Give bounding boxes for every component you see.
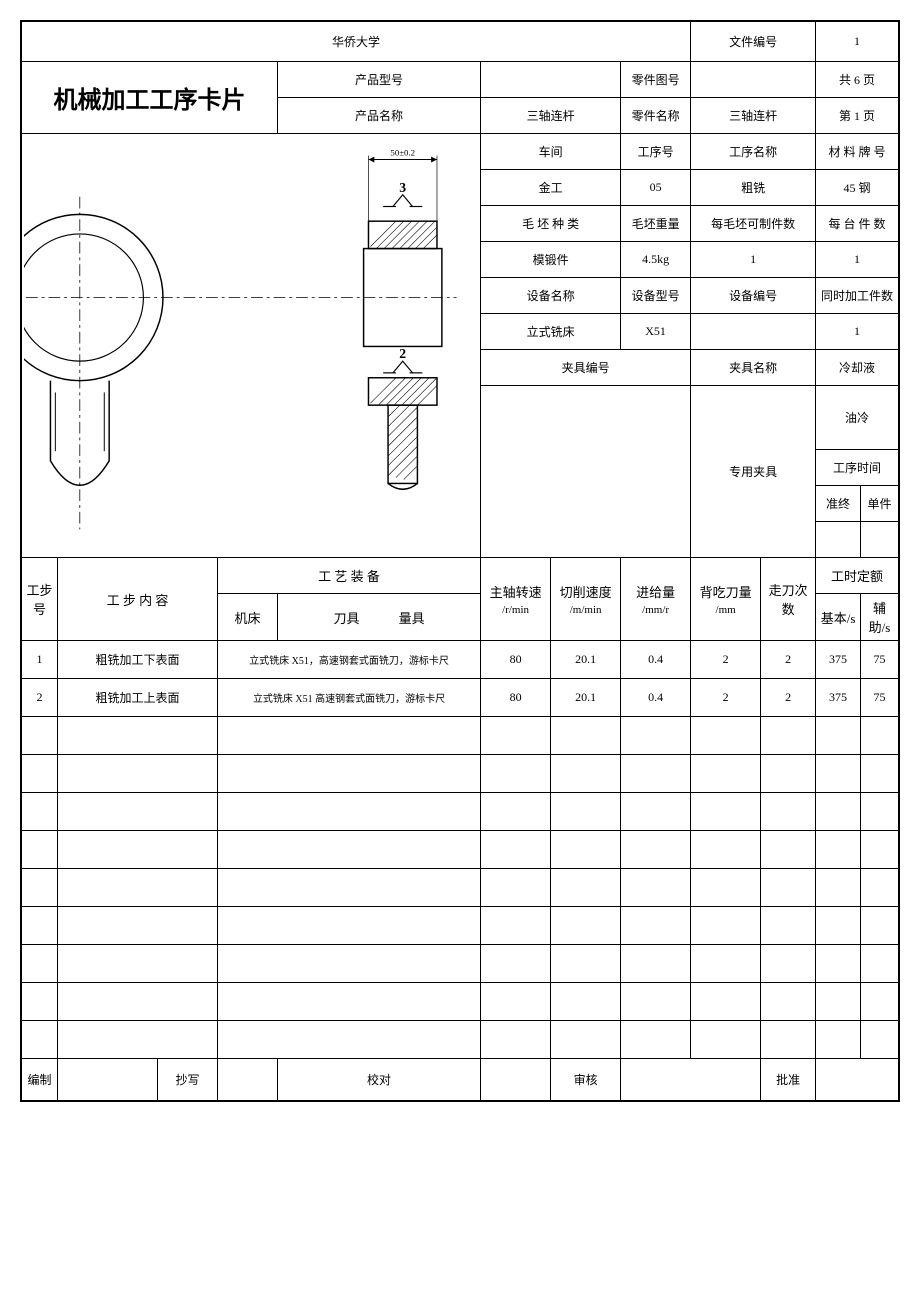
step-spindle: 80: [481, 641, 551, 679]
piece-count: 1: [816, 242, 899, 278]
process-card: 华侨大学 文件编号 1 机械加工工序卡片 产品型号 零件图号 共 6 页 产品名…: [20, 20, 900, 1102]
page-num: 第 1 页: [816, 98, 899, 134]
dimension-text: 50±0.2: [390, 148, 415, 158]
copy-label: 抄写: [158, 1059, 218, 1101]
process-equip-label: 工 艺 装 备: [218, 558, 481, 594]
step-feed: 0.4: [621, 679, 691, 717]
doc-num: 1: [816, 22, 899, 62]
machine-label: 机床: [218, 594, 278, 641]
step-feed: 0.4: [621, 641, 691, 679]
step-cutting: 20.1: [551, 679, 621, 717]
blank-type: 模锻件: [481, 242, 621, 278]
prep-label: 准终: [816, 486, 861, 522]
step-content-label: 工 步 内 容: [58, 558, 218, 641]
piece-count-label: 每 台 件 数: [816, 206, 899, 242]
review-value: [621, 1059, 761, 1101]
step-num: 1: [22, 641, 58, 679]
simul-count-label: 同时加工件数: [816, 278, 899, 314]
tool-gauge-label: 刀具 量具: [278, 594, 481, 641]
blank-count-label: 每毛坯可制件数: [691, 206, 816, 242]
step-content: 粗铣加工上表面: [58, 679, 218, 717]
step-num-label: 工步号: [22, 558, 58, 641]
step-equipment: 立式铣床 X51，高速钢套式面铣刀，游标卡尺: [218, 641, 481, 679]
coolant: 油冷: [816, 386, 899, 450]
simul-count: 1: [816, 314, 899, 350]
fixture-name-label: 夹具名称: [691, 350, 816, 386]
aux-label: 辅助/s: [861, 594, 899, 641]
proc-name-label: 工序名称: [691, 134, 816, 170]
drawing-svg: 50±0.2 3: [24, 138, 478, 549]
blank-type-label: 毛 坯 种 类: [481, 206, 621, 242]
step-aux: 75: [861, 679, 899, 717]
proc-name: 粗铣: [691, 170, 816, 206]
time-quota-label: 工时定额: [816, 558, 899, 594]
product-model: [481, 62, 621, 98]
unit-label: 单件: [861, 486, 899, 522]
passes-label: 走刀次数: [761, 558, 816, 641]
step-aux: 75: [861, 641, 899, 679]
product-model-label: 产品型号: [278, 62, 481, 98]
equip-name-label: 设备名称: [481, 278, 621, 314]
basic-label: 基本/s: [816, 594, 861, 641]
product-name-label: 产品名称: [278, 98, 481, 134]
workshop: 金工: [481, 170, 621, 206]
step-basic: 375: [816, 641, 861, 679]
spindle-header: 主轴转速/r/min: [481, 558, 551, 641]
blank-weight: 4.5kg: [621, 242, 691, 278]
check-label: 校对: [278, 1059, 481, 1101]
step-depth: 2: [691, 679, 761, 717]
compile-label: 编制: [22, 1059, 58, 1101]
step-passes: 2: [761, 641, 816, 679]
total-pages: 共 6 页: [816, 62, 899, 98]
proc-num: 05: [621, 170, 691, 206]
workshop-label: 车间: [481, 134, 621, 170]
surface-mark-3: 3: [399, 180, 406, 195]
step-cutting: 20.1: [551, 641, 621, 679]
approve-label: 批准: [761, 1059, 816, 1101]
step-passes: 2: [761, 679, 816, 717]
compile-value: [58, 1059, 158, 1101]
fixture-name: 专用夹具: [691, 386, 816, 558]
depth-header: 背吃刀量/mm: [691, 558, 761, 641]
part-name-label: 零件名称: [621, 98, 691, 134]
step-spindle: 80: [481, 679, 551, 717]
blank-weight-label: 毛坯重量: [621, 206, 691, 242]
prep-value: [816, 522, 861, 558]
cutting-header: 切削速度/m/min: [551, 558, 621, 641]
equip-name: 立式铣床: [481, 314, 621, 350]
approve-value: [816, 1059, 899, 1101]
fixture-num-label: 夹具编号: [481, 350, 691, 386]
copy-value: [218, 1059, 278, 1101]
part-fig: [691, 62, 816, 98]
step-content: 粗铣加工下表面: [58, 641, 218, 679]
material-label: 材 料 牌 号: [816, 134, 899, 170]
product-name: 三轴连杆: [481, 98, 621, 134]
part-fig-label: 零件图号: [621, 62, 691, 98]
step-equipment: 立式铣床 X51 高速钢套式面铣刀，游标卡尺: [218, 679, 481, 717]
unit-value: [861, 522, 899, 558]
equip-num: [691, 314, 816, 350]
equip-num-label: 设备编号: [691, 278, 816, 314]
equip-model: X51: [621, 314, 691, 350]
coolant-label: 冷却液: [816, 350, 899, 386]
doc-num-label: 文件编号: [691, 22, 816, 62]
equip-model-label: 设备型号: [621, 278, 691, 314]
material: 45 钢: [816, 170, 899, 206]
surface-mark-2: 2: [399, 346, 406, 361]
blank-count: 1: [691, 242, 816, 278]
card-title: 机械加工工序卡片: [22, 62, 278, 134]
step-num: 2: [22, 679, 58, 717]
technical-drawing: 50±0.2 3: [22, 134, 481, 558]
university-name: 华侨大学: [22, 22, 691, 62]
fixture-num: [481, 386, 691, 558]
review-label: 审核: [551, 1059, 621, 1101]
part-name: 三轴连杆: [691, 98, 816, 134]
step-basic: 375: [816, 679, 861, 717]
proc-time-label: 工序时间: [816, 450, 899, 486]
feed-header: 进给量/mm/r: [621, 558, 691, 641]
step-depth: 2: [691, 641, 761, 679]
check-value: [481, 1059, 551, 1101]
proc-num-label: 工序号: [621, 134, 691, 170]
